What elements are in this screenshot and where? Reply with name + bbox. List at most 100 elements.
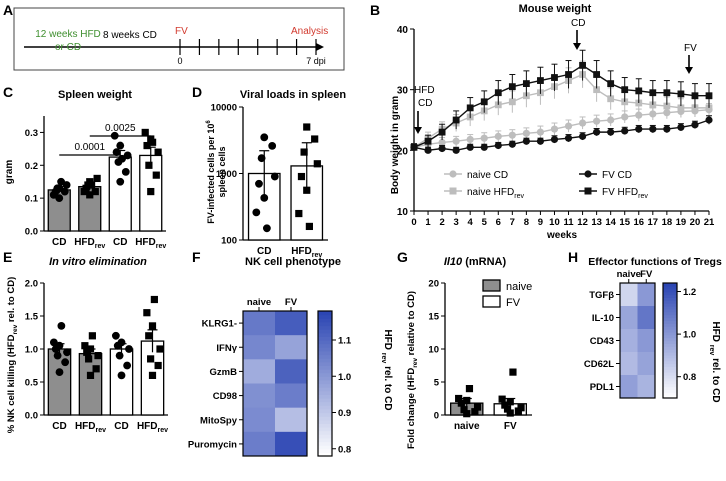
- y-tick-label: 0.0: [25, 227, 38, 238]
- data-point: [536, 137, 545, 145]
- colorbar-segment: [318, 329, 332, 334]
- chart-g-legend: naive FV: [482, 279, 532, 309]
- colorbar-segment: [318, 398, 332, 403]
- colorbar-segment: [318, 408, 332, 414]
- legend-label: FV CD: [602, 170, 632, 181]
- data-point: [123, 361, 132, 370]
- data-point: [508, 140, 516, 148]
- data-point: [141, 128, 149, 137]
- colorbar-segment: [318, 441, 332, 446]
- colorbar-segment: [318, 434, 332, 439]
- colorbar-tick-label: 1.0: [338, 372, 351, 383]
- series-line: [413, 108, 710, 148]
- colorbar-segment: [318, 390, 332, 395]
- x-category-label: naive: [454, 421, 480, 432]
- row-label: GzmB: [210, 367, 238, 378]
- colorbar-segment: [663, 314, 677, 319]
- x-tick-label: 12: [577, 217, 588, 228]
- data-point: [452, 146, 460, 154]
- column-label: naive: [247, 297, 271, 308]
- colorbar-segment: [318, 430, 332, 435]
- colorbar-segment: [663, 375, 677, 379]
- colorbar-segment: [663, 308, 677, 313]
- chart-g-title: Il10 (mRNA): [444, 256, 507, 268]
- x-tick-label: 9: [538, 217, 543, 228]
- colorbar-segment: [663, 357, 677, 362]
- colorbar-segment: [663, 320, 677, 324]
- x-category-label: CD: [52, 237, 66, 248]
- data-point: [424, 146, 432, 154]
- chart-g-ylabel: Fold change (HFDrev relative to CD): [406, 291, 419, 449]
- heatmap-cell: [637, 306, 656, 330]
- chart-e-title: In vitro elimination: [49, 256, 147, 268]
- heatmap-cell: [243, 431, 276, 457]
- x-tick-label: 18: [662, 217, 673, 228]
- data-point: [85, 355, 93, 363]
- data-point: [305, 222, 313, 231]
- panel-a: A 12 weeks HFD or CD 8 weeks CD FV Analy…: [3, 2, 345, 71]
- colorbar-segment: [663, 300, 677, 304]
- heatmap-cell: [620, 306, 638, 330]
- x-category-label: HFDrev: [137, 421, 168, 434]
- data-point: [607, 128, 615, 136]
- data-point: [49, 338, 58, 347]
- data-point: [57, 322, 66, 330]
- data-point: [455, 394, 463, 403]
- x-tick-label: 20: [690, 217, 701, 228]
- data-point: [268, 142, 277, 150]
- data-point: [564, 134, 573, 142]
- fv-infection-label: FV: [175, 26, 188, 37]
- colorbar-segment: [318, 340, 332, 345]
- legend-label: naive CD: [467, 170, 508, 181]
- x-tick-label: 0: [411, 217, 416, 228]
- panel-d-letter: D: [192, 84, 202, 100]
- data-point: [663, 125, 671, 133]
- colorbar-segment: [318, 336, 332, 341]
- data-point: [111, 331, 120, 340]
- data-point: [494, 89, 502, 97]
- data-point: [508, 98, 516, 106]
- ann-hfd-label: HFD: [414, 85, 435, 96]
- series-line: [413, 64, 709, 148]
- column-label: FV: [285, 297, 298, 308]
- colorbar-segment: [663, 329, 677, 333]
- data-point: [480, 143, 488, 151]
- colorbar-segment: [318, 405, 332, 410]
- data-point: [313, 160, 321, 168]
- legend-marker: [449, 187, 457, 195]
- data-point: [457, 399, 465, 407]
- data-point: [156, 345, 164, 353]
- colorbar-segment: [318, 311, 332, 316]
- hfd-cd-text-line2: or CD: [55, 42, 81, 53]
- colorbar-segment: [663, 303, 677, 307]
- data-point: [438, 144, 446, 153]
- colorbar-segment: [663, 294, 677, 298]
- data-point: [463, 410, 471, 418]
- annotation-arrow-fv-head: [685, 67, 693, 74]
- x-tick-label: 1: [425, 217, 431, 228]
- data-point: [506, 398, 514, 406]
- colorbar-segment: [318, 452, 332, 457]
- data-point: [311, 135, 319, 143]
- colorbar-segment: [318, 387, 332, 392]
- colorbar-segment: [318, 448, 332, 453]
- data-point: [117, 338, 126, 347]
- colorbar-segment: [318, 394, 332, 399]
- data-point: [509, 368, 517, 376]
- legend-marker: [584, 170, 592, 178]
- data-point: [635, 125, 643, 133]
- data-point: [260, 193, 269, 202]
- chart-h-title: Effector functions of Tregs: [588, 256, 722, 268]
- data-point: [550, 125, 559, 133]
- data-point: [87, 181, 96, 189]
- data-point: [480, 134, 488, 142]
- p-value-label: 0.0001: [74, 142, 105, 153]
- panel-a-letter: A: [3, 2, 13, 18]
- data-point: [522, 137, 530, 145]
- colorbar-segment: [663, 346, 677, 350]
- data-point: [152, 171, 160, 179]
- data-point: [53, 351, 62, 360]
- legend-marker: [584, 187, 592, 195]
- colorbar-segment: [318, 321, 332, 327]
